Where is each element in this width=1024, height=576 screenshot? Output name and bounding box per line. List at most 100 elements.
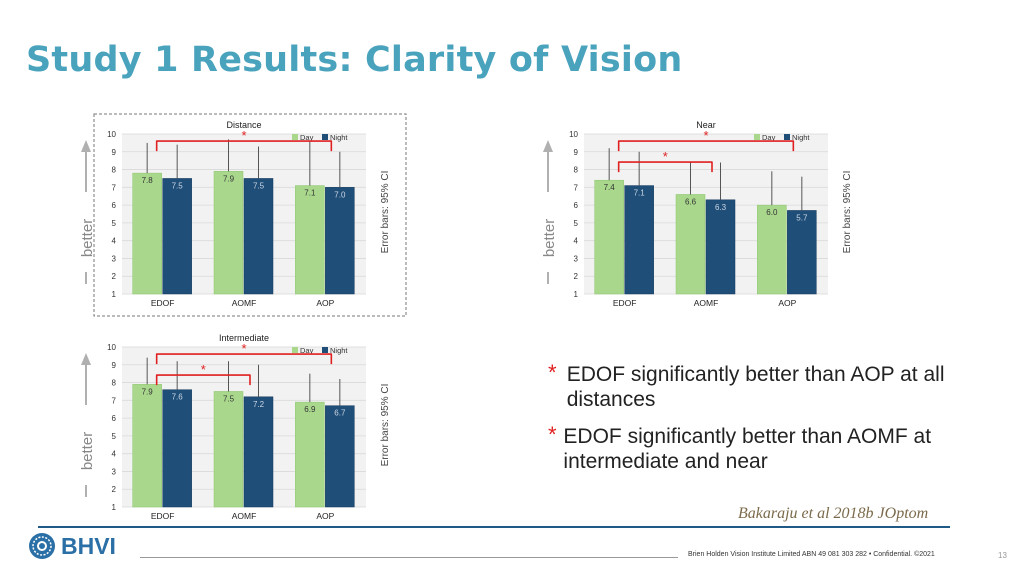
bar-night [243,396,274,508]
chart-frame [93,113,407,317]
logo-text: BHVI [61,532,116,559]
divider [38,526,950,528]
x-tick-label: AOP [316,298,334,308]
data-label: 7.1 [304,189,316,198]
near-chart: better 1 2 3 4 5 6 7 8 9 10 Near Day Night 7.4 7.1 EDOF 6… [540,112,870,318]
x-tick-label: AOMF [232,298,257,308]
y-tick-label: 10 [107,130,116,139]
significance-bracket [155,140,333,152]
error-bars-label: Error bars: 95% CI [842,171,853,254]
chart-title: Intermediate [219,333,269,343]
y-tick-label: 7 [574,183,579,192]
legend-swatch-day [754,134,760,140]
better-label: better [79,432,96,470]
y-tick-label: 9 [112,148,117,157]
data-label: 5.7 [796,213,808,222]
y-tick-label: 4 [574,237,579,246]
y-tick-label: 5 [112,219,117,228]
finding-text: EDOF significantly better than AOP at al… [566,363,945,411]
bhvi-logo: BHVI [28,532,116,560]
y-tick-label: 1 [112,290,117,299]
finding-item: * EDOF significantly better than AOP at … [548,362,968,412]
y-tick-label: 3 [574,254,579,263]
y-tick-label: 4 [112,450,117,459]
bar-day [213,391,244,508]
significance-bracket [155,353,333,365]
data-label: 7.8 [142,176,154,185]
legend-swatch-day [292,347,298,353]
y-tick-label: 9 [112,361,117,370]
x-tick-label: EDOF [151,298,175,308]
bar-day [757,204,787,295]
y-tick-label: 9 [574,148,579,157]
bar-night [325,187,355,295]
y-tick-label: 10 [107,343,116,352]
y-tick-label: 6 [112,201,117,210]
significance-bracket [155,374,251,386]
data-label: 7.9 [223,174,235,183]
x-tick-label: AOP [778,298,796,308]
page-number: 13 [998,551,1007,560]
chart-svg: better 1 2 3 4 5 6 7 8 9 10 Near Day Night 7.4 7.1 EDOF 6… [541,120,853,308]
legend-swatch-day [292,134,298,140]
significance-star: * [663,149,668,164]
y-tick-label: 6 [574,201,579,210]
data-label: 7.2 [253,400,265,409]
y-tick-label: 3 [112,467,117,476]
legend-label-day: Day [762,133,776,142]
error-bars-label: Error bars: 95% CI [380,384,391,467]
legend-swatch-night [322,134,328,140]
y-tick-label: 1 [574,290,579,299]
y-tick-label: 4 [112,237,117,246]
data-label: 7.1 [634,189,646,198]
data-label: 7.4 [604,183,616,192]
arrow-up-icon [81,140,91,152]
x-tick-label: AOMF [232,511,257,521]
bar-night [325,405,355,508]
significance-star: * [201,362,206,377]
bar-day [295,401,325,508]
y-tick-label: 8 [112,379,117,388]
significance-star: * [241,341,246,356]
bar-night [243,178,274,295]
findings-list: * EDOF significantly better than AOP at … [548,362,968,486]
bar-day [213,171,244,295]
y-tick-label: 7 [112,396,117,405]
y-tick-label: 2 [112,485,117,494]
data-label: 7.6 [172,393,184,402]
bar-day [132,384,162,508]
bar-day [132,172,162,295]
citation: Bakaraju et al 2018b JOptom [738,505,929,522]
x-tick-label: AOP [316,511,334,521]
eye-logo-icon [29,533,55,559]
significance-bracket [617,161,713,173]
bar-night [162,389,192,508]
bar-night [787,210,817,295]
legend-label-night: Night [792,133,810,142]
intermediate-chart: better 1 2 3 4 5 6 7 8 9 10 Intermediate Day Night 7.9… [78,325,408,531]
bar-day [675,194,706,295]
chart-title: Distance [226,120,261,130]
legend-swatch-night [322,347,328,353]
data-label: 6.7 [334,409,346,418]
better-label: better [541,219,558,257]
legend-swatch-night [784,134,790,140]
finding-text: EDOF significantly better than AOMF at i… [563,425,932,473]
arrow-up-icon [543,140,553,152]
error-bars-label: Error bars: 95% CI [380,171,391,254]
chart-svg: better 1 2 3 4 5 6 7 8 9 10 Distance Day Night 7.8 7.5 E… [79,113,407,317]
y-tick-label: 1 [112,503,117,512]
significance-star-icon: * [548,422,557,447]
bar-night [705,199,736,295]
chart-title: Near [696,120,716,130]
y-tick-label: 8 [574,166,579,175]
distance-chart: better 1 2 3 4 5 6 7 8 9 10 Distance Day Night 7.8 7.5 E… [78,112,408,318]
legend-label-day: Day [300,133,314,142]
bar-day [295,185,325,295]
y-tick-label: 2 [112,272,117,281]
y-tick-label: 3 [112,254,117,263]
data-label: 6.0 [766,208,778,217]
data-label: 7.5 [253,181,265,190]
significance-star: * [241,128,246,143]
y-tick-label: 5 [574,219,579,228]
